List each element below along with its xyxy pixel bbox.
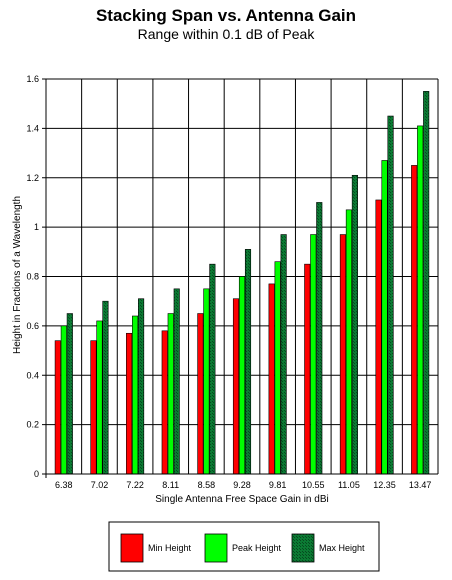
bar-max-height — [280, 234, 287, 475]
bar-max-height — [423, 91, 430, 475]
bar-peak-height — [96, 320, 103, 475]
y-tick-label: 0 — [34, 469, 39, 479]
x-tick-label: 6.38 — [55, 480, 73, 490]
bar-peak-height — [203, 288, 210, 475]
legend-min-height-swatch — [120, 533, 144, 563]
x-tick-label: 8.11 — [162, 480, 179, 490]
y-tick-label: 0.8 — [26, 272, 39, 282]
y-tick-label: 1 — [34, 222, 39, 232]
bar-peak-height — [417, 125, 424, 475]
bar-max-height — [244, 249, 252, 475]
y-tick-label: 0.2 — [26, 420, 39, 430]
bar-min-height — [304, 263, 311, 475]
bar-min-height — [197, 313, 204, 475]
x-tick-label: 13.47 — [409, 480, 432, 490]
x-tick-label: 8.58 — [198, 480, 216, 490]
bar-max-height — [387, 115, 394, 475]
bar-min-height — [90, 340, 97, 475]
bar-min-height — [411, 165, 418, 475]
x-tick-labels: 6.38 7.02 7.22 8.11 8.58 9.28 9.81 10.55 11.05 12… — [55, 480, 431, 490]
y-axis-title: Height in Fractions of a Wavelength — [12, 196, 23, 354]
bar-max-height — [351, 174, 358, 475]
x-tick-label: 9.28 — [233, 480, 251, 490]
bar-peak-height — [274, 261, 281, 475]
bar-peak-height — [132, 315, 139, 475]
legend-max-height-swatch — [291, 533, 315, 563]
bar-peak-height — [60, 325, 67, 475]
bar-max-height — [209, 263, 216, 475]
y-tick-label: 0.4 — [26, 370, 39, 380]
x-tick-label: 11.05 — [338, 480, 360, 490]
bar-min-height — [232, 298, 240, 475]
bar-peak-height — [310, 234, 317, 475]
x-tick-label: 7.22 — [126, 480, 144, 490]
legend-peak-height-swatch — [204, 533, 228, 563]
y-tick-label: 1.6 — [26, 74, 39, 84]
y-tick-labels: 0 0.2 0.4 0.6 0.8 1 1.2 1.4 1.6 — [26, 74, 39, 479]
legend-box — [108, 521, 380, 572]
bar-min-height — [54, 340, 61, 475]
legend: Min Height Peak Height Max Height — [108, 521, 380, 572]
chart-subtitle: Range within 0.1 dB of Peak — [137, 26, 315, 42]
x-tick-label: 7.02 — [91, 480, 109, 490]
y-tick-label: 0.6 — [26, 321, 39, 331]
grid-lines — [46, 78, 439, 474]
x-tick-label: 12.35 — [373, 480, 396, 490]
bar-min-height — [161, 330, 168, 475]
bar-peak-height — [345, 209, 352, 475]
axes — [42, 78, 438, 478]
bar-max-height — [66, 313, 73, 475]
bar-min-height — [375, 199, 382, 475]
x-axis-title: Single Antenna Free Space Gain in dBi — [155, 494, 328, 505]
bar-min-height — [126, 332, 133, 475]
bars-group — [54, 91, 430, 475]
bar-max-height — [102, 300, 109, 475]
x-tick-label: 9.81 — [269, 480, 287, 490]
bar-min-height — [339, 234, 346, 475]
bar-max-height — [138, 298, 145, 475]
bar-peak-height — [167, 313, 174, 475]
bar-max-height — [173, 288, 180, 475]
bar-min-height — [268, 283, 275, 475]
chart-title: Stacking Span vs. Antenna Gain — [95, 6, 357, 25]
legend-peak-height-label: Peak Height — [232, 543, 282, 553]
bar-max-height — [316, 202, 323, 475]
legend-max-height-label: Max Height — [319, 543, 365, 553]
legend-min-height-label: Min Height — [148, 543, 192, 553]
x-tick-label: 10.55 — [302, 480, 325, 490]
bar-peak-height — [238, 276, 246, 475]
y-tick-label: 1.4 — [26, 123, 39, 133]
y-tick-label: 1.2 — [26, 173, 39, 183]
bar-peak-height — [381, 160, 388, 475]
